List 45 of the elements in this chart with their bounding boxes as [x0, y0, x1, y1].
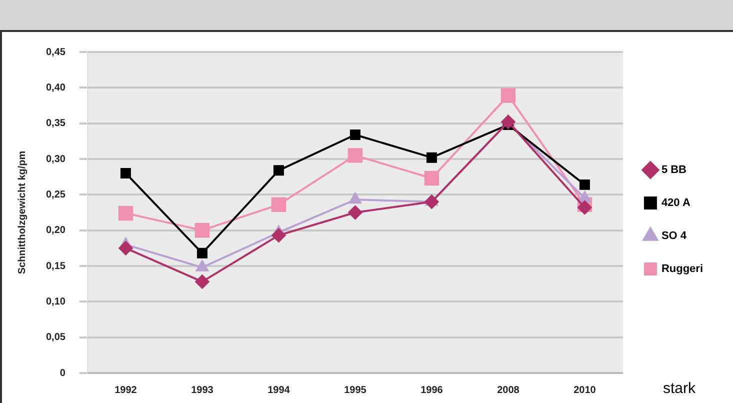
y-tick-label: 0,05 [46, 332, 66, 344]
y-tick-label: 0,15 [46, 260, 66, 272]
x-tick-label: 1993 [191, 384, 214, 396]
point [426, 152, 437, 163]
point [579, 179, 590, 190]
point [578, 191, 591, 202]
x-tick-label: 1995 [344, 384, 367, 396]
point [349, 192, 362, 204]
point [118, 206, 134, 221]
y-tick-label: 0,20 [46, 225, 66, 236]
point [120, 168, 131, 179]
x-tick-label: 1992 [114, 384, 138, 396]
point [424, 194, 439, 209]
y-tick-label: 0,10 [46, 296, 66, 308]
x-tick-label: 1994 [268, 384, 290, 396]
legend-label: 5 BB [661, 164, 687, 176]
point [271, 197, 286, 212]
legend-label: Ruggeri [661, 263, 704, 276]
legend-label: 420 A [661, 197, 690, 210]
point [500, 88, 516, 103]
y-tick-label: 0,40 [46, 82, 66, 94]
legend-label: SO 4 [661, 230, 688, 242]
x-tick-label: 2008 [497, 384, 520, 396]
x-tick-label: 1996 [420, 384, 444, 396]
point [194, 222, 210, 238]
point [196, 260, 208, 272]
text: stark [662, 380, 696, 397]
y-tick-label: 0,25 [46, 189, 66, 200]
point [348, 148, 363, 163]
y-tick-label: 0,35 [46, 118, 66, 130]
point [273, 165, 284, 176]
point [350, 130, 360, 140]
point [501, 114, 516, 129]
y-tick-label: 0,30 [46, 154, 66, 165]
point [348, 206, 362, 220]
point [196, 248, 208, 258]
point [424, 170, 440, 186]
x-tick-label: 2010 [574, 384, 596, 396]
point [272, 228, 286, 242]
point [578, 200, 592, 215]
y-axis-title: Schnittholzgewicht kg/pm [16, 150, 28, 274]
point [195, 274, 210, 289]
point [118, 241, 133, 256]
y-tick-label: 0,45 [46, 46, 66, 58]
y-tick-label: 0 [60, 368, 66, 379]
